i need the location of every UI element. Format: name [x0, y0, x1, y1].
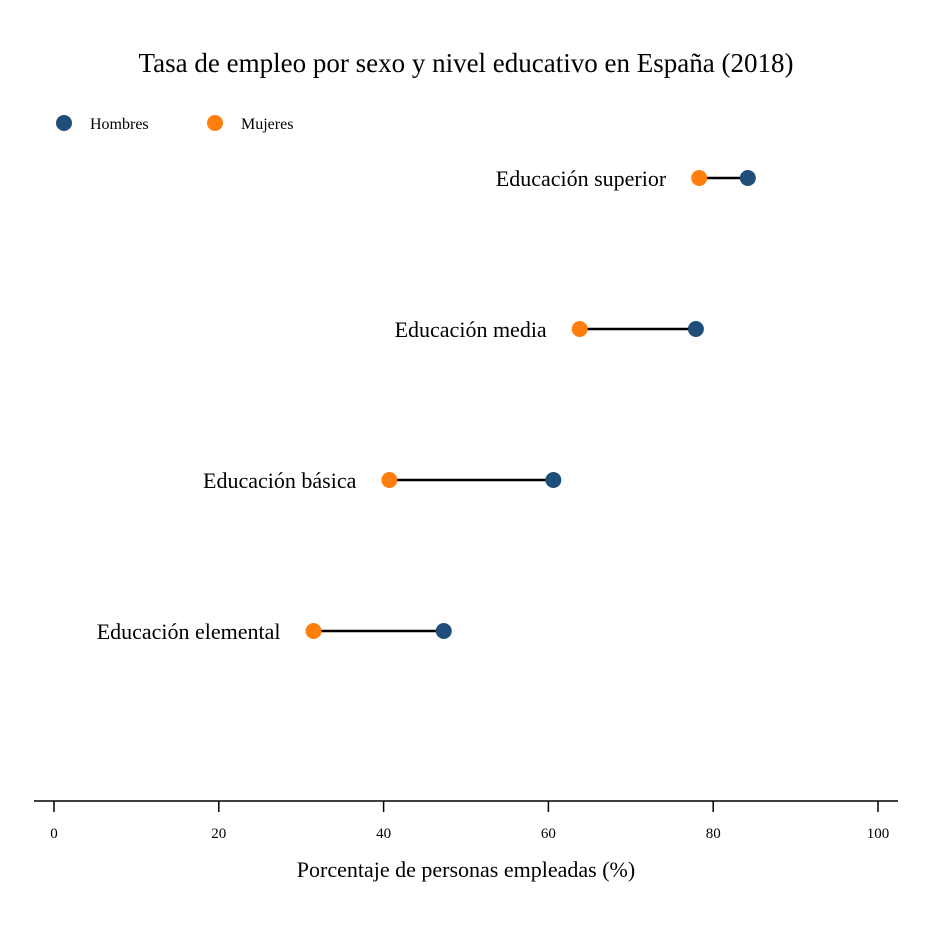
category-row: Educación elemental: [97, 619, 452, 644]
x-tick-label: 0: [50, 826, 58, 842]
point-hombres: [435, 623, 452, 639]
legend-item-1: Hombres: [56, 115, 149, 133]
x-tick-label: 100: [867, 826, 890, 842]
point-mujeres: [381, 472, 398, 488]
legend-marker-1: [56, 115, 72, 131]
point-mujeres: [691, 170, 708, 186]
chart-title: Tasa de empleo por sexo y nivel educativ…: [139, 48, 794, 78]
x-axis-label: Porcentaje de personas empleadas (%): [297, 857, 635, 882]
legend: Hombres Mujeres: [56, 115, 293, 133]
x-tick-label: 20: [211, 826, 226, 842]
x-tick-label: 60: [541, 826, 556, 842]
point-hombres: [545, 472, 562, 488]
point-mujeres: [305, 623, 322, 639]
point-mujeres: [571, 321, 588, 337]
category-row: Educación básica: [203, 468, 562, 493]
plot-area: Educación superior Educación media Educaci…: [97, 166, 756, 644]
legend-marker-2: [207, 115, 223, 131]
legend-label-2: Mujeres: [241, 116, 293, 133]
category-row: Educación superior: [496, 166, 756, 191]
x-tick-label: 80: [706, 826, 721, 842]
point-hombres: [739, 170, 756, 186]
category-label: Educación media: [395, 317, 547, 342]
legend-label-1: Hombres: [90, 116, 149, 133]
legend-item-2: Mujeres: [207, 115, 293, 133]
category-row: Educación media: [395, 317, 704, 342]
category-label: Educación elemental: [97, 619, 281, 644]
x-axis: 0 20 40 60 80 100: [34, 800, 898, 842]
x-tick-label: 40: [376, 826, 391, 842]
point-hombres: [687, 321, 704, 337]
category-label: Educación básica: [203, 468, 357, 493]
category-label: Educación superior: [496, 166, 667, 191]
